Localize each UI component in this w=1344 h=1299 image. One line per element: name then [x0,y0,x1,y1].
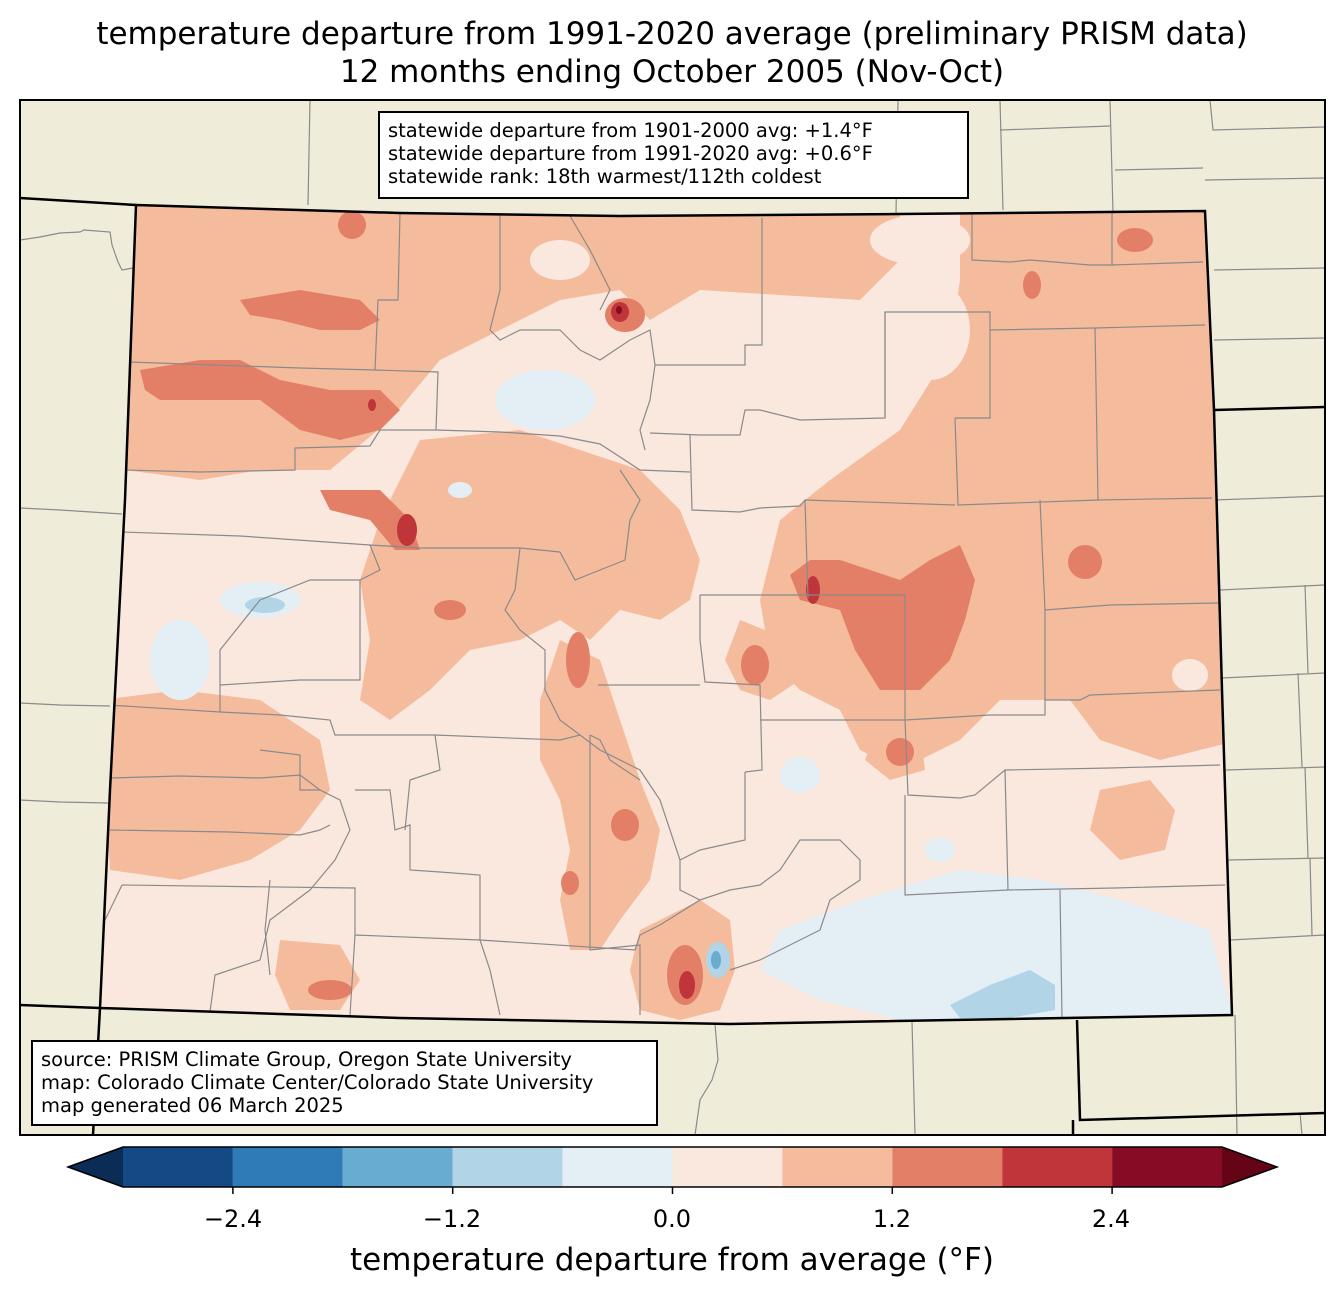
stats-line-rank: statewide rank: 18th warmest/112th colde… [388,165,822,188]
colorado-state-boundary [98,203,1234,1026]
colorbar-bin [123,1147,233,1187]
colorbar-label: temperature departure from average (°F) [350,1242,994,1278]
colorbar-tick-label: 0.0 [652,1205,692,1233]
colorado-temperature-field [100,205,1232,1024]
colorbar-bin [342,1147,453,1187]
source-line-generated: map generated 06 March 2025 [41,1094,344,1117]
colorbar-bin [232,1147,343,1187]
colorbar-bin [562,1147,673,1187]
stats-line-1901-2000: statewide departure from 1901-2000 avg: … [388,119,873,142]
map-title-line2: 12 months ending October 2005 (Nov-Oct) [339,54,1005,90]
stats-line-1991-2020: statewide departure from 1991-2020 avg: … [388,142,873,165]
colorbar-tick-label: −2.4 [203,1205,263,1233]
colorbar-tick-label: −1.2 [422,1205,482,1233]
colorbar-bin [892,1147,1003,1187]
colorbar-bin [1112,1147,1222,1187]
statewide-stats-box: statewide departure from 1901-2000 avg: … [378,111,969,199]
colorbar-tick-label: 2.4 [1091,1205,1131,1233]
county-lines [104,212,1226,1019]
colorbar-under-extension [68,1147,123,1187]
colorbar-bin [672,1147,783,1187]
map-frame [19,99,1326,1136]
source-line-prism: source: PRISM Climate Group, Oregon Stat… [41,1048,572,1071]
colorbar [65,1146,1280,1194]
colorbar-bin [1002,1147,1113,1187]
map-title-line1: temperature departure from 1991-2020 ave… [96,16,1248,52]
colorbar-outline [65,1146,1280,1188]
source-line-map: map: Colorado Climate Center/Colorado St… [41,1071,594,1094]
colorbar-tick-label: 1.2 [872,1205,912,1233]
colorbar-bin [782,1147,893,1187]
colorbar-over-extension [1222,1147,1277,1187]
colorbar-bin [452,1147,563,1187]
source-credits-box: source: PRISM Climate Group, Oregon Stat… [31,1040,658,1126]
